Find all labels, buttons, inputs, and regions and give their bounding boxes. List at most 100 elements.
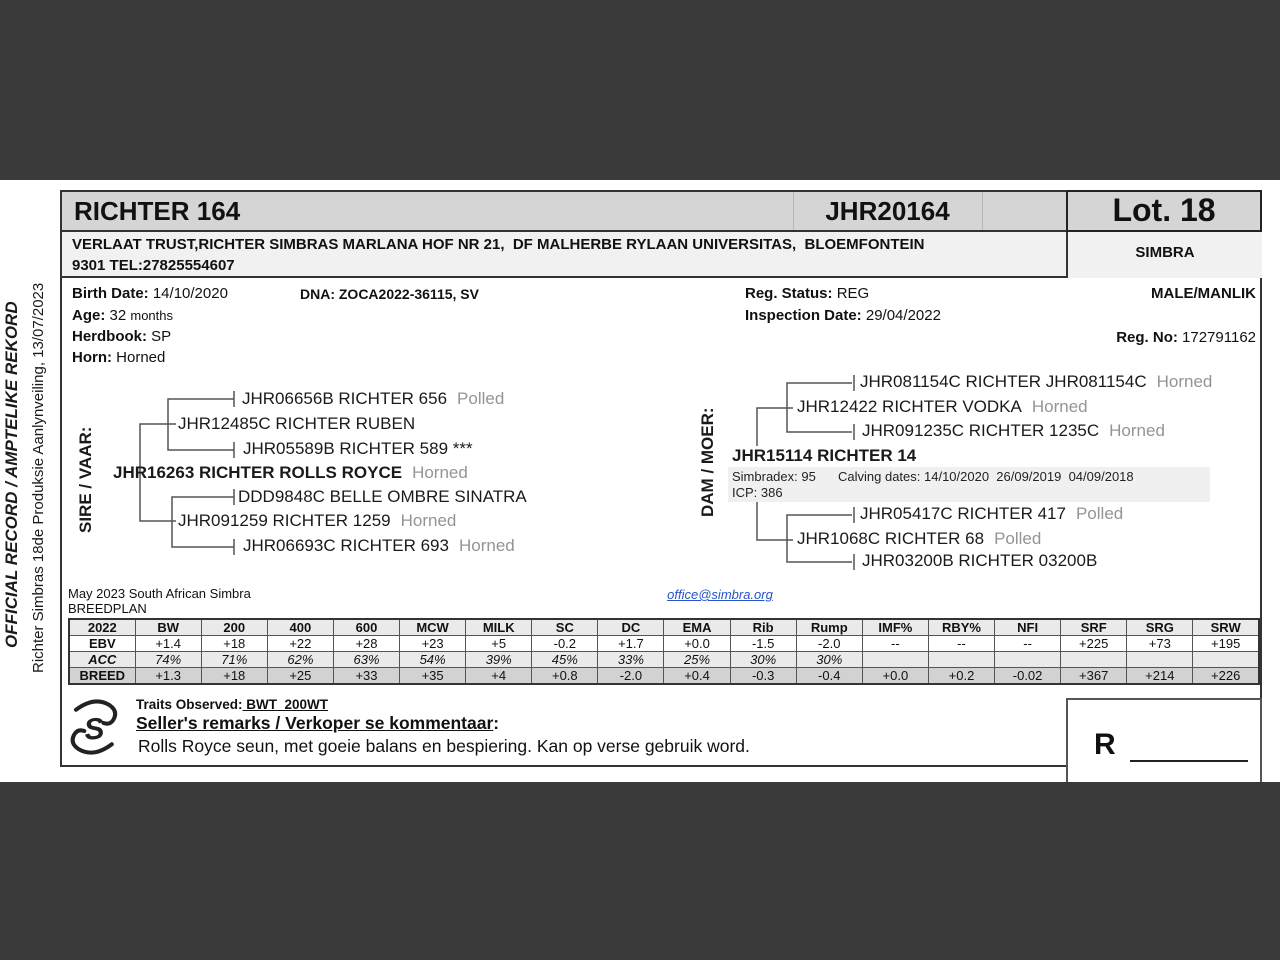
breedplan-cell: +0.2 [927,667,996,685]
seller-remarks-text: Rolls Royce seun, met goeie balans en be… [138,736,750,756]
breedplan-cell: +33 [332,667,401,685]
ancestor-name: JHR12485C RICHTER RUBEN [178,414,416,433]
price-currency-prefix: R [1094,728,1116,761]
birth-date-field: Birth Date: 14/10/2020 [72,285,228,302]
simbra-s-logo-icon: S [70,699,118,755]
horn-status: Polled [994,529,1042,548]
breedplan-cell: +1.7 [597,635,665,652]
breedplan-column-header: 2022 [68,618,136,636]
breedplan-cell: 74% [134,651,202,668]
seller-remarks-heading: Seller's remarks / Verkoper se kommentaa… [136,713,499,734]
horn-status: Horned [1109,421,1165,440]
sire-section-label: SIRE / VAAR: [76,426,95,534]
breedplan-cell: -0.2 [531,635,599,652]
sire-parent: JHR12485C RICHTER RUBEN [178,414,425,434]
breedplan-cell: 71% [200,651,268,668]
reg-no-value: 172791162 [1182,329,1256,346]
breedplan-column-header: SRW [1192,618,1260,636]
auction-event-vertical-label: Richter Simbras 18de Produksie Aanlynvei… [30,282,47,674]
herdbook-value: SP [151,328,172,345]
lot-number: Lot. 18 [1066,190,1262,232]
age-field: Age: 32 months [72,307,173,324]
dam-grandparent: JHR081154C RICHTER JHR081154C Horned [860,372,1212,392]
traits-observed-label: Traits Observed: [136,697,243,712]
breedplan-column-header: 200 [200,618,268,636]
title-divider [982,192,983,230]
sire-grandparent: JHR06656B RICHTER 656 Polled [242,389,504,409]
breedplan-column-header: MCW [399,618,467,636]
icp-value: ICP: 386 [732,485,783,500]
ancestor-name: JHR05417C RICHTER 417 [860,504,1066,523]
horn-status: Horned [1156,372,1213,391]
ancestor-name: JHR05589B RICHTER 589 *** [243,439,473,458]
breedplan-cell [1126,651,1194,668]
inspection-date-field: Inspection Date: 29/04/2022 [745,307,941,324]
breedplan-cell: +226 [1192,667,1260,685]
inspection-date-value: 29/04/2022 [865,307,941,324]
breedplan-column-header: Rib [729,618,797,636]
horn-status: Horned [412,463,468,482]
breedplan-cell: -- [994,635,1062,652]
animal-name: RICHTER 164 [74,196,241,226]
breedplan-cell: -2.0 [597,667,665,685]
breedplan-row-label: BREED [68,667,136,685]
breedplan-cell: +1.3 [134,667,202,685]
horn-status: Horned [458,536,515,555]
breedplan-cell: -2.0 [795,635,863,652]
breedplan-cell: +0.0 [663,635,731,652]
dam-grandparent: JHR03200B RICHTER 03200B [862,551,1107,571]
dam-grandparent: JHR05417C RICHTER 417 Polled [860,504,1123,524]
calving-dates: Calving dates: 14/10/2020 26/09/2019 04/… [838,469,1134,484]
breedplan-column-header: RBY% [927,618,996,636]
breedplan-cell: 33% [597,651,665,668]
breedplan-cell: +22 [266,635,334,652]
sire-parent: JHR091259 RICHTER 1259 Horned [178,511,456,531]
owner-address-line1: VERLAAT TRUST,RICHTER SIMBRAS MARLANA HO… [72,236,925,253]
breedplan-cell: +0.8 [531,667,599,685]
breedplan-cell: +225 [1060,635,1128,652]
breedplan-cell: 30% [795,651,863,668]
horn-status: Polled [457,389,505,408]
simbra-email-link[interactable]: office@simbra.org [667,587,773,602]
reg-no-field: Reg. No: 172791162 [1000,329,1256,346]
sire-grandparent: JHR06693C RICHTER 693 Horned [243,536,515,556]
breedplan-row-label: ACC [68,651,136,668]
owner-address-bar: VERLAAT TRUST,RICHTER SIMBRAS MARLANA HO… [60,232,1262,278]
inspection-date-label: Inspection Date: [745,307,862,324]
dam-grandparent: JHR091235C RICHTER 1235C Horned [862,421,1165,441]
breedplan-cell: 63% [332,651,401,668]
owner-address-line2: 9301 TEL:27825554607 [72,257,235,274]
horn-status: Horned [400,511,457,530]
reg-status-value: REG [836,285,870,302]
breedplan-cell: -0.4 [795,667,863,685]
dam-parent: JHR1068C RICHTER 68 Polled [797,529,1041,549]
ancestor-name: JHR06656B RICHTER 656 [242,389,448,408]
dna-field: DNA: ZOCA2022-36115, SV [300,286,479,302]
dam-name: JHR15114 RICHTER 14 [732,446,917,465]
breedplan-cell [1192,651,1260,668]
breedplan-column-header: SC [531,618,599,636]
breedplan-cell: -- [927,635,996,652]
herdbook-field: Herdbook: SP [72,328,171,345]
breedplan-cell: +214 [1126,667,1194,685]
card-footer [60,700,1068,767]
breedplan-table: 2022 BW 200 400 600 MCW MILK SC DC EMA Rib Rump IMF%… [68,618,1260,685]
age-unit: months [130,308,174,323]
official-record-vertical-label: OFFICIAL RECORD / AMPTELIKE REKORD [2,301,21,649]
breedplan-cell: +0.4 [663,667,731,685]
breedplan-cell: 25% [663,651,731,668]
ancestor-name: JHR03200B RICHTER 03200B [862,551,1098,570]
breedplan-cell: +18 [200,667,268,685]
breedplan-column-header: NFI [994,618,1062,636]
breedplan-note-line1: May 2023 South African Simbra [68,586,251,601]
breedplan-column-header: 400 [266,618,334,636]
ancestor-name: JHR091259 RICHTER 1259 [178,511,391,530]
breedplan-row-ebv: EBV +1.4 +18 +22 +28 +23 +5 -0.2 +1.7 +0.0 -1.5 -2.… [68,635,1260,652]
breedplan-column-header: 600 [332,618,401,636]
reg-status-label: Reg. Status: [745,285,833,302]
breedplan-cell: +4 [465,667,533,685]
breedplan-column-header: SRF [1060,618,1128,636]
breedplan-row-acc: ACC 74% 71% 62% 63% 54% 39% 45% 33% 25% 30% 30% [68,651,1260,668]
breedplan-cell: -1.5 [729,635,797,652]
